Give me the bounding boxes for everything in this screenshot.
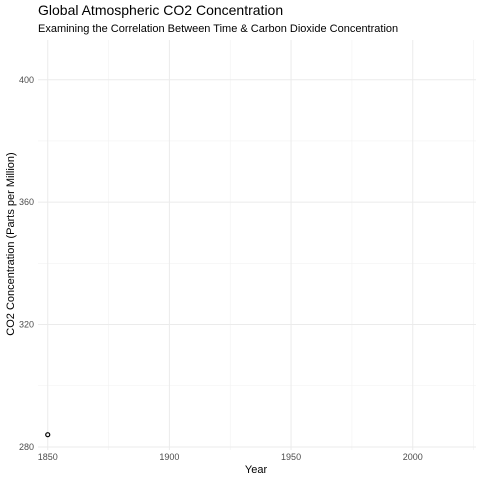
y-tick-label: 320 — [19, 320, 34, 330]
chart-title: Global Atmospheric CO2 Concentration — [38, 2, 283, 18]
chart-points — [45, 432, 51, 438]
y-tick-label: 400 — [19, 75, 34, 85]
y-tick-label: 360 — [19, 197, 34, 207]
x-tick-label: 2000 — [403, 452, 423, 462]
y-axis-title: CO2 Concentration (Parts per Million) — [5, 152, 17, 335]
x-tick-label: 1950 — [281, 452, 301, 462]
y-axis-ticks: 280 320 360 400 — [19, 75, 34, 452]
chart-grid — [38, 40, 476, 450]
x-tick-label: 1850 — [38, 452, 58, 462]
x-axis-ticks: 1850 1900 1950 2000 — [38, 452, 423, 462]
data-point — [45, 432, 51, 438]
y-tick-label: 280 — [19, 442, 34, 452]
chart-subtitle: Examining the Correlation Between Time &… — [38, 23, 398, 35]
x-axis-title: Year — [245, 464, 268, 476]
x-tick-label: 1900 — [159, 452, 179, 462]
